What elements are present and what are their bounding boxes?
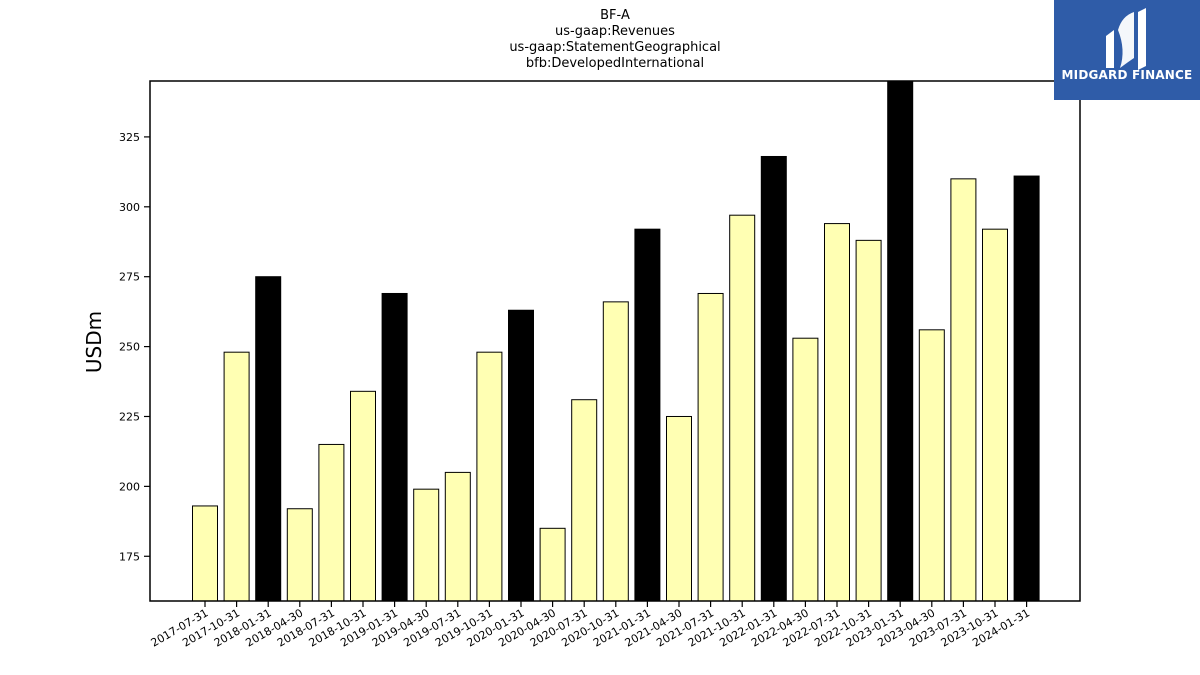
bar-2019-01-31: [381, 292, 408, 602]
bar-2020-07-31: [571, 399, 598, 602]
bar-2020-10-31: [602, 301, 629, 602]
bar-2023-04-30: [918, 329, 945, 602]
bar-2021-10-31: [729, 214, 756, 602]
y-tick-label-175: 175: [119, 550, 140, 563]
plot-frame: [149, 80, 1081, 602]
chart-title-line-3: us-gaap:StatementGeographical: [509, 40, 721, 55]
y-tick-label-300: 300: [119, 201, 140, 214]
bar-2022-01-31: [760, 155, 787, 602]
bar-2023-10-31: [982, 228, 1008, 602]
logo-mark-icon: [1106, 8, 1146, 70]
bar-2017-07-31: [192, 505, 218, 602]
y-tick-label-225: 225: [119, 410, 140, 423]
logo-text: MIDGARD FINANCE: [1061, 68, 1193, 82]
y-tick-label-325: 325: [119, 131, 140, 144]
bar-2023-01-31: [887, 80, 914, 602]
y-tick-label-200: 200: [119, 480, 140, 493]
chart-title-line-1: BF-A: [600, 8, 630, 23]
chart-title-line-2: us-gaap:Revenues: [555, 24, 675, 39]
bar-2019-10-31: [476, 351, 503, 602]
bar-2019-04-30: [413, 488, 440, 602]
bar-2024-01-31: [1013, 175, 1040, 602]
bar-2021-04-30: [666, 415, 692, 602]
bar-2022-04-30: [792, 337, 819, 602]
bar-2017-10-31: [223, 351, 250, 602]
y-tick-label-250: 250: [119, 341, 140, 354]
midgard-finance-logo: MIDGARD FINANCE: [1054, 0, 1200, 100]
bar-2020-01-31: [508, 309, 534, 602]
bar-2018-01-31: [255, 276, 282, 602]
bar-2018-07-31: [318, 443, 345, 602]
bar-2018-10-31: [350, 390, 376, 602]
bar-2022-07-31: [824, 223, 850, 602]
bar-2023-07-31: [950, 178, 977, 602]
bar-2022-10-31: [855, 239, 882, 602]
bar-2019-07-31: [444, 471, 471, 602]
bar-2018-04-30: [286, 508, 313, 602]
bar-2021-01-31: [634, 228, 661, 602]
bar-2021-07-31: [697, 292, 724, 602]
bar-2020-04-30: [539, 527, 566, 602]
y-tick-label-275: 275: [119, 271, 140, 284]
chart-title-line-4: bfb:DevelopedInternational: [525, 56, 705, 71]
